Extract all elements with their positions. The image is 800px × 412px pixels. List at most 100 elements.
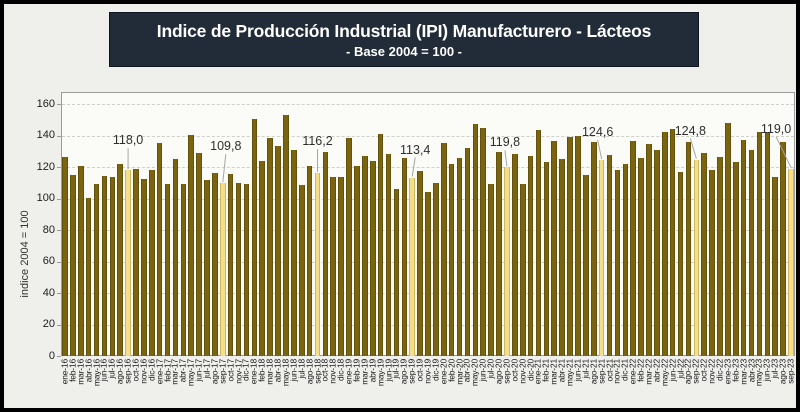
bar-may-16 <box>93 184 100 356</box>
bar-mar-23 <box>740 139 747 356</box>
bar-mar-20 <box>456 157 463 356</box>
y-tick-mark <box>57 356 61 357</box>
bar-jul-17 <box>204 180 210 356</box>
bar-jul-21 <box>583 175 589 356</box>
bar-oct-22 <box>701 152 708 356</box>
bar-ene-17 <box>156 142 163 356</box>
gridline-160 <box>62 104 794 106</box>
bar-jun-21 <box>575 135 581 356</box>
bar-may-22 <box>661 132 668 356</box>
bar-jun-18 <box>291 149 297 356</box>
y-tick-label: 160 <box>36 97 55 110</box>
bar-dic-20 <box>527 156 534 356</box>
bar-ago-23 <box>780 141 786 356</box>
bar-oct-20 <box>512 153 518 356</box>
bar-mar-21 <box>551 141 558 356</box>
bar-oct-19 <box>417 170 423 356</box>
bar-jul-19 <box>393 189 400 356</box>
chart-title-box: Indice de Producción Industrial (IPI) Ma… <box>109 12 699 67</box>
bar-may-17 <box>188 134 195 356</box>
bar-dic-19 <box>433 182 439 356</box>
bar-abr-20 <box>464 147 471 356</box>
bar-ene-21 <box>535 130 542 356</box>
gridline-120 <box>62 167 794 169</box>
bar-jul-18 <box>298 185 305 356</box>
bar-abr-16 <box>85 198 92 356</box>
y-tick-label: 40 <box>42 286 55 299</box>
bar-ago-16 <box>117 163 123 356</box>
bar-ago-20 <box>496 152 502 356</box>
bar-abr-23 <box>748 149 755 356</box>
data-label-sep-21: 124,6 <box>581 124 614 139</box>
bar-ago-22 <box>685 141 692 356</box>
bar-feb-20 <box>448 163 455 356</box>
y-axis-title: indice 2004 = 100 <box>19 210 31 298</box>
bar-abr-19 <box>369 160 376 356</box>
data-label-sep-16: 118,0 <box>112 133 144 148</box>
bar-feb-23 <box>733 162 739 356</box>
bar-abr-17 <box>180 183 187 356</box>
y-tick-label: 80 <box>42 223 55 236</box>
y-tick-mark <box>57 230 61 232</box>
bar-nov-21 <box>614 170 621 356</box>
data-label-sep-22: 124,8 <box>674 123 706 138</box>
y-tick-mark <box>57 293 61 295</box>
gridline-140 <box>62 135 794 137</box>
bar-sep-19 <box>409 177 415 356</box>
y-tick-label: 120 <box>36 160 55 173</box>
bar-ago-18 <box>306 165 313 356</box>
bar-jul-20 <box>488 183 494 356</box>
chart-title: Indice de Producción Industrial (IPI) Ma… <box>156 20 652 41</box>
bar-nov-16 <box>141 179 147 356</box>
bar-ene-18 <box>251 119 258 356</box>
bar-jul-22 <box>677 171 684 356</box>
bar-oct-16 <box>133 168 139 356</box>
bar-nov-22 <box>709 170 715 356</box>
bar-ene-16 <box>62 157 68 356</box>
y-tick-mark <box>57 167 61 169</box>
bar-ago-19 <box>401 158 408 356</box>
bar-sep-23 <box>788 168 794 356</box>
x-tick-label: sep-23 <box>785 359 796 384</box>
y-tick-mark <box>57 198 61 200</box>
bar-ago-17 <box>212 173 218 356</box>
y-tick-label: 60 <box>42 255 55 268</box>
y-tick-mark <box>57 104 61 106</box>
bar-dic-16 <box>148 169 155 356</box>
bar-nov-17 <box>235 182 242 356</box>
bar-dic-22 <box>717 156 723 356</box>
bar-feb-18 <box>259 161 266 356</box>
y-tick-label: 0 <box>48 349 55 362</box>
bar-nov-18 <box>330 176 337 356</box>
bar-ene-23 <box>725 123 731 356</box>
bar-feb-17 <box>164 183 171 356</box>
y-tick-label: 100 <box>36 192 55 205</box>
data-label-sep-23: 119,0 <box>760 121 792 136</box>
bar-mar-16 <box>77 165 84 356</box>
bar-sep-17 <box>219 183 226 356</box>
bar-abr-22 <box>654 149 660 356</box>
bar-sep-16 <box>125 170 131 356</box>
bar-jun-20 <box>480 127 487 356</box>
y-tick-label: 140 <box>36 129 55 142</box>
bar-jun-22 <box>669 128 676 356</box>
bar-feb-21 <box>543 162 550 356</box>
bar-jun-16 <box>101 175 108 356</box>
data-label-sep-17: 109,8 <box>210 139 242 154</box>
bar-feb-19 <box>354 166 360 356</box>
bar-oct-18 <box>322 152 329 356</box>
bar-oct-17 <box>227 173 234 356</box>
bar-dic-18 <box>338 176 344 356</box>
bar-jun-19 <box>385 153 392 356</box>
chart-subtitle: - Base 2004 = 100 - <box>346 43 462 59</box>
bar-jun-23 <box>764 132 771 356</box>
bar-sep-18 <box>314 173 321 356</box>
y-tick-mark <box>57 261 61 263</box>
bar-abr-21 <box>559 159 565 356</box>
bar-may-18 <box>283 115 289 356</box>
bar-mar-18 <box>267 138 273 356</box>
bar-may-19 <box>377 134 384 356</box>
y-tick-mark <box>57 324 61 326</box>
bar-sep-22 <box>693 159 700 356</box>
